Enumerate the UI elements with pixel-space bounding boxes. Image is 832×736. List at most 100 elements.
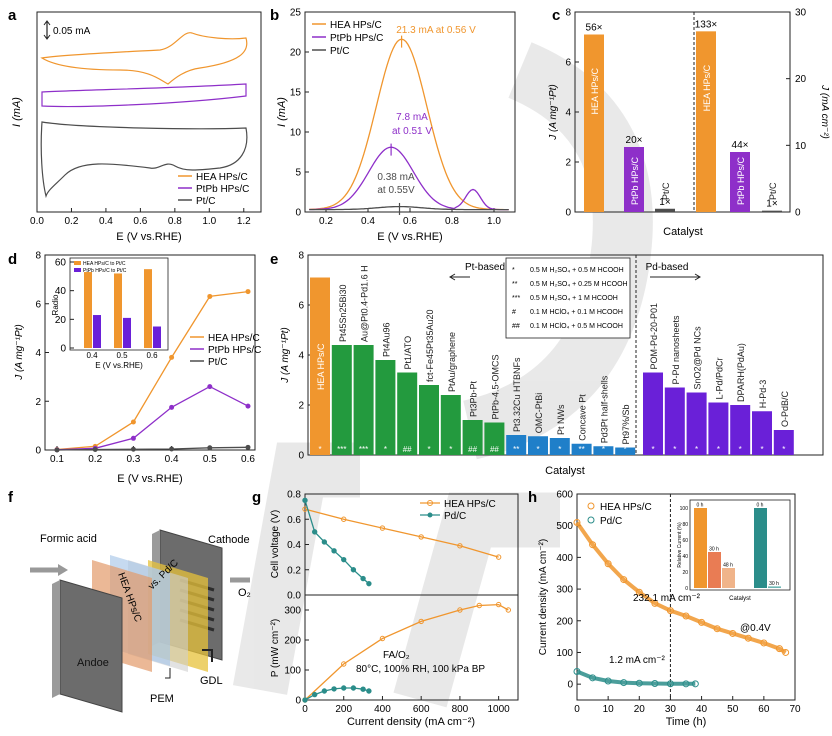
bar-c-4 bbox=[730, 152, 750, 212]
bar-c-label: HEA HPs/C bbox=[702, 64, 712, 111]
bar-c-label: HEA HPs/C bbox=[590, 67, 600, 114]
label-cathode: Cathode bbox=[208, 534, 250, 546]
bar-c-factor: 133× bbox=[695, 19, 718, 30]
panel-h-x-tick-label: 40 bbox=[696, 704, 708, 715]
bar-e-label: Concave Pt bbox=[578, 394, 588, 441]
series-d-0-point bbox=[245, 289, 251, 295]
panel-b-y-tick-label: 5 bbox=[295, 168, 301, 179]
bar-e-8 bbox=[484, 422, 505, 455]
series-h-hea-point bbox=[782, 648, 790, 656]
inset-h-bar-label: 30 h bbox=[769, 581, 779, 587]
bar-c-5 bbox=[762, 210, 782, 212]
bar-e-mark: * bbox=[384, 445, 387, 454]
legend-b-ptpb: PtPb HPs/C bbox=[330, 33, 383, 44]
panel-g-x-tick-label: 800 bbox=[452, 704, 469, 715]
bar-e-6 bbox=[440, 395, 461, 455]
series-g-pdc-voltage-point bbox=[331, 548, 337, 554]
inset-d-category: 0.4 bbox=[86, 351, 98, 360]
bar-e-mark: *** bbox=[359, 445, 368, 454]
panel-g-xlabel: Current density (mA cm⁻²) bbox=[347, 716, 475, 728]
series-hea-line bbox=[309, 38, 509, 211]
series-h-hea-point bbox=[713, 625, 721, 633]
series-g-pdc-voltage-point bbox=[366, 580, 372, 587]
legend-g-pdc: Pd/C bbox=[444, 511, 466, 522]
panel-b-y-tick-label: 10 bbox=[290, 128, 302, 139]
panel-g-ybottom-tick-label: 0 bbox=[295, 696, 301, 707]
panel-b-x-tick-label: 1.0 bbox=[487, 216, 501, 227]
legend-g-hea: HEA HPs/C bbox=[444, 499, 496, 510]
series-h-hea-point bbox=[620, 576, 628, 584]
panel-e-y-tick-label: 8 bbox=[298, 251, 304, 262]
panel-g-ticks: 0 200 400 600 800 1000 0.0 0.2 0.4 0.6 0.8 0 100 200 3… bbox=[284, 490, 510, 716]
panel-c-ylabel-right: J (mA cm⁻²) bbox=[819, 84, 830, 139]
panel-h-x-tick-label: 20 bbox=[634, 704, 646, 715]
panel-a-frame bbox=[36, 11, 262, 213]
panel-g-frame bbox=[304, 493, 519, 701]
bar-e-label: Pt NWs bbox=[556, 404, 566, 435]
series-h-hea-point bbox=[760, 639, 768, 647]
bar-e-label: Pt3Pb-Pt bbox=[469, 380, 479, 417]
panel-e-y-tick-label: 0 bbox=[298, 451, 304, 462]
bar-e-21 bbox=[773, 430, 794, 455]
panel-g-ytop-tick-label: 0.2 bbox=[287, 565, 301, 576]
series-g-hea-power-point bbox=[379, 635, 386, 642]
inset-h-bar-label: 48 h bbox=[723, 563, 733, 569]
bar-e-mark: * bbox=[427, 445, 430, 454]
series-h-pdc-point bbox=[620, 679, 628, 687]
bar-c-2 bbox=[655, 208, 675, 212]
series-d-0-point bbox=[169, 354, 175, 360]
series-g-pdc-power-point bbox=[350, 685, 357, 691]
group-label-pt: Pt-based bbox=[465, 262, 505, 273]
inset-h-ylabel: Relative Current (%) bbox=[677, 522, 683, 568]
bar-e-label: Au@Pt0.4-Pd1.6 H bbox=[360, 265, 370, 342]
series-g-hea-voltage-point bbox=[495, 554, 502, 560]
watermark-l bbox=[232, 442, 360, 695]
inset-d-bar bbox=[84, 272, 92, 348]
bar-e-12 bbox=[571, 443, 592, 455]
panel-d-y-tick-label: 0 bbox=[35, 446, 41, 457]
panel-d-x-tick-label: 0.1 bbox=[50, 454, 64, 465]
series-hea-cv bbox=[40, 32, 248, 85]
panel-h-x-tick-label: 10 bbox=[603, 704, 615, 715]
legend-h-pdc-marker bbox=[587, 516, 595, 524]
series-g-hea-power-point bbox=[495, 601, 502, 608]
bar-e-label: Pd3Pt half-shells bbox=[599, 375, 609, 443]
inset-d-category: 0.5 bbox=[116, 351, 128, 360]
panel-c-yright-tick-label: 30 bbox=[795, 8, 807, 19]
bar-e-label: L-Pd/PdCr bbox=[714, 357, 724, 399]
bar-c-factor: 1× bbox=[766, 199, 778, 210]
panel-h-stability: Current density (mA cm⁻²) Time (h) 0 10 20… bbox=[538, 490, 801, 729]
legend-d-ptpb: PtPb HPs/C bbox=[208, 345, 261, 356]
inset-d-y-tick-label: 60 bbox=[55, 258, 67, 269]
arrow-left-icon bbox=[449, 273, 470, 281]
bar-e-mark: ** bbox=[578, 445, 584, 454]
arrow-right-icon bbox=[650, 273, 701, 281]
annotation-ptc-peak-1: 0.38 mA bbox=[377, 172, 415, 183]
panel-label-f: f bbox=[8, 489, 14, 506]
legend-d-hea: HEA HPs/C bbox=[208, 333, 260, 344]
series-h-pdc-line bbox=[576, 669, 696, 686]
panel-b-y-tick-label: 25 bbox=[290, 8, 302, 19]
inset-h-tick-label: 100 bbox=[680, 506, 689, 512]
legend-hea: HEA HPs/C bbox=[196, 172, 248, 183]
panel-c-y-tick-label: 4 bbox=[565, 108, 571, 119]
inset-h-tick-label: 20 bbox=[682, 570, 688, 576]
panel-b-series bbox=[309, 35, 509, 215]
bar-e-mark: * bbox=[739, 445, 742, 454]
series-g-pdc-power-point bbox=[321, 688, 328, 694]
bar-e-label: Pt45Sn25Bi30 bbox=[338, 284, 348, 342]
inset-h-bar-group: 0 20 40 60 80 100 0 h 30 h 48 h 0 h 30 h bbox=[680, 503, 781, 592]
bar-e-16 bbox=[664, 387, 685, 455]
series-d-1-point bbox=[169, 404, 175, 410]
panel-a-x-tick-label: 0.2 bbox=[65, 216, 79, 227]
panel-g-ybottom-tick-label: 200 bbox=[284, 636, 301, 647]
panel-e-ticks: 0 2 4 6 8 bbox=[298, 251, 312, 462]
panel-h-x-tick-label: 30 bbox=[665, 704, 677, 715]
panel-d-y-tick-label: 2 bbox=[35, 397, 41, 408]
series-g-hea-voltage-point bbox=[341, 516, 347, 522]
panel-c-y-tick-label: 2 bbox=[565, 158, 571, 169]
label-gdl: GDL bbox=[200, 675, 223, 687]
panel-b-peaks: I (mA) E (V vs.RHE) 0.2 0.4 0.6 0.8 1.0 0 5 10 1… bbox=[276, 8, 516, 243]
panel-label-a: a bbox=[8, 7, 17, 24]
